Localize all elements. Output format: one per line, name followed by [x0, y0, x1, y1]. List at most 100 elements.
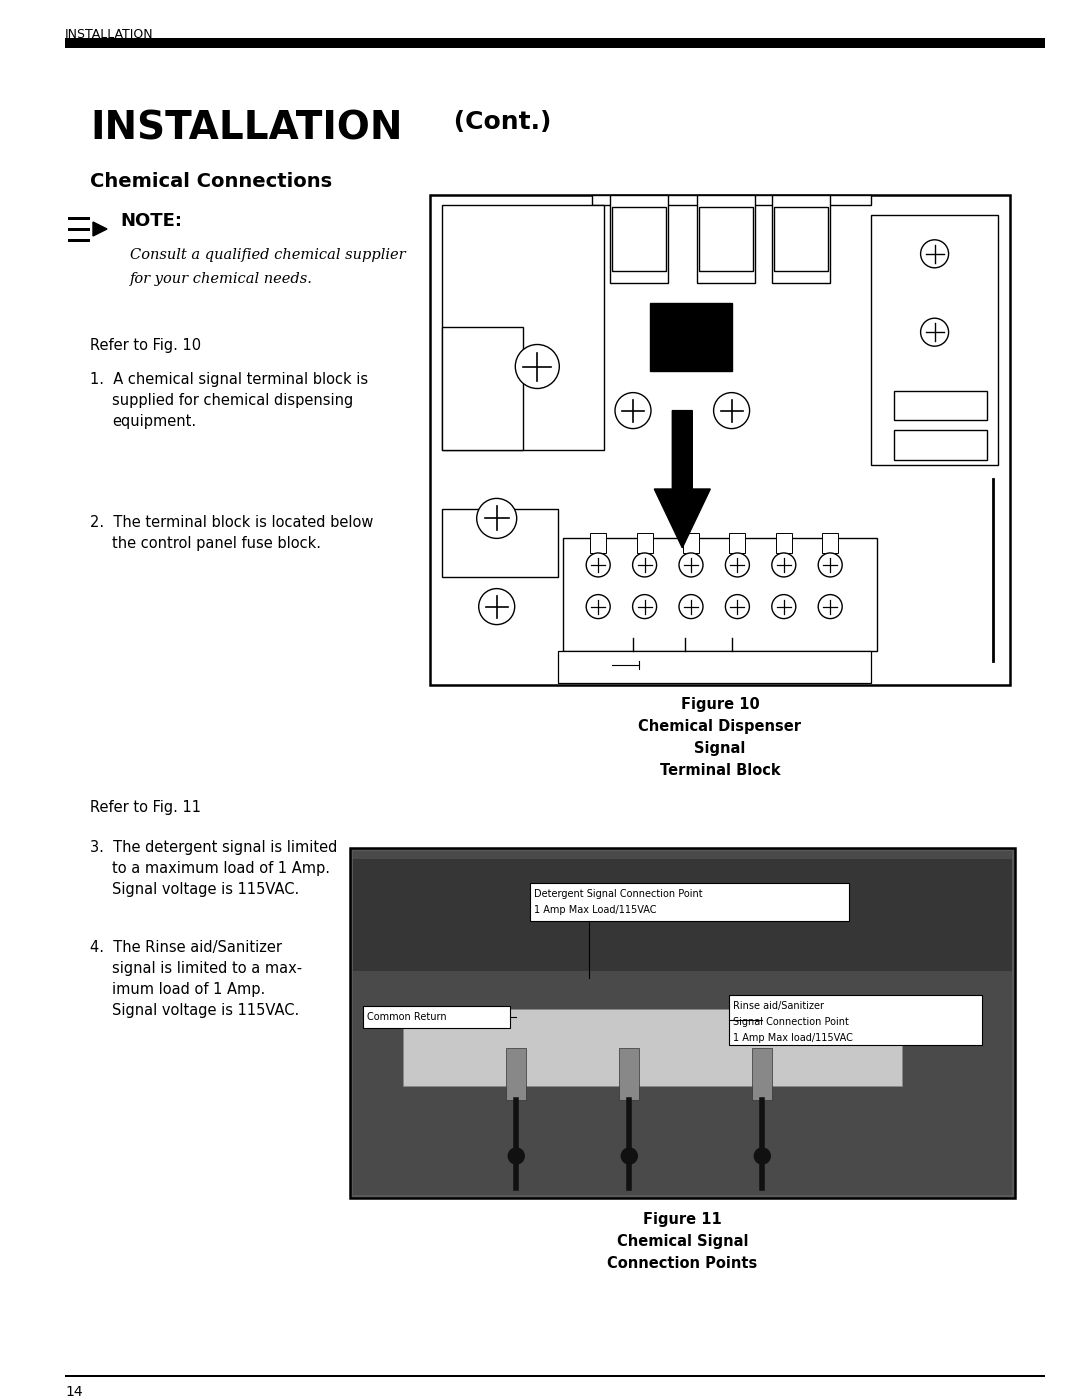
- Bar: [68, 217, 90, 219]
- Bar: [557, 651, 870, 683]
- Circle shape: [586, 553, 610, 577]
- Bar: [699, 207, 753, 271]
- Bar: [894, 430, 987, 460]
- Bar: [590, 534, 606, 553]
- Text: Connection Points: Connection Points: [607, 1256, 758, 1271]
- Text: imum load of 1 Amp.: imum load of 1 Amp.: [112, 982, 266, 997]
- Text: Detergent Signal Connection Point: Detergent Signal Connection Point: [534, 888, 702, 900]
- Circle shape: [621, 1148, 637, 1164]
- Text: 1.  A chemical signal terminal block is: 1. A chemical signal terminal block is: [90, 372, 368, 387]
- Bar: [529, 883, 849, 921]
- Text: Chemical Signal: Chemical Signal: [617, 1234, 748, 1249]
- Bar: [774, 207, 828, 271]
- Bar: [403, 1009, 902, 1085]
- Circle shape: [633, 553, 657, 577]
- Bar: [775, 534, 792, 553]
- Bar: [442, 205, 604, 450]
- Circle shape: [772, 595, 796, 619]
- Text: 1 Amp Max load/115VAC: 1 Amp Max load/115VAC: [733, 1032, 853, 1044]
- Bar: [353, 851, 1012, 1194]
- Bar: [894, 391, 987, 420]
- Bar: [65, 1375, 1045, 1377]
- Circle shape: [754, 1148, 770, 1164]
- Bar: [442, 509, 557, 577]
- Circle shape: [772, 553, 796, 577]
- Text: 1 Amp Max Load/115VAC: 1 Amp Max Load/115VAC: [534, 905, 656, 915]
- Circle shape: [920, 240, 948, 268]
- Bar: [68, 228, 90, 231]
- Text: supplied for chemical dispensing: supplied for chemical dispensing: [112, 393, 353, 408]
- Bar: [729, 995, 982, 1045]
- Text: 4.  The Rinse aid/Sanitizer: 4. The Rinse aid/Sanitizer: [90, 940, 282, 956]
- Bar: [683, 534, 699, 553]
- Circle shape: [476, 499, 516, 538]
- Text: L DETERGENT: L DETERGENT: [701, 665, 744, 669]
- Text: 14: 14: [65, 1384, 83, 1397]
- Bar: [363, 1006, 510, 1028]
- Text: INSTALLATION: INSTALLATION: [65, 28, 153, 41]
- Circle shape: [478, 588, 515, 624]
- Circle shape: [920, 319, 948, 346]
- Text: 2.  The terminal block is located below: 2. The terminal block is located below: [90, 515, 374, 529]
- Circle shape: [726, 553, 750, 577]
- Text: Signal voltage is 115VAC.: Signal voltage is 115VAC.: [112, 1003, 299, 1018]
- Text: Figure 11: Figure 11: [643, 1213, 721, 1227]
- Text: Terminal Block: Terminal Block: [660, 763, 781, 778]
- Text: L RINSE: L RINSE: [706, 655, 730, 659]
- Text: INSTALLATION: INSTALLATION: [90, 110, 403, 148]
- Bar: [564, 538, 877, 651]
- Bar: [870, 215, 998, 464]
- Text: Figure 10: Figure 10: [680, 697, 759, 712]
- Text: Refer to Fig. 10: Refer to Fig. 10: [90, 338, 201, 353]
- Text: to a maximum load of 1 Amp.: to a maximum load of 1 Amp.: [112, 861, 330, 876]
- Bar: [729, 534, 745, 553]
- Bar: [442, 327, 523, 450]
- Circle shape: [586, 595, 610, 619]
- Text: Signal: Signal: [694, 740, 745, 756]
- Circle shape: [714, 393, 750, 429]
- Bar: [507, 1048, 526, 1099]
- Bar: [611, 207, 665, 271]
- Bar: [68, 239, 90, 242]
- Polygon shape: [654, 411, 711, 548]
- Bar: [353, 859, 1012, 971]
- Circle shape: [515, 345, 559, 388]
- Text: Signal Connection Point: Signal Connection Point: [733, 1017, 849, 1027]
- Bar: [430, 196, 1010, 685]
- Text: signal is limited to a max-: signal is limited to a max-: [112, 961, 302, 977]
- Text: Refer to Fig. 11: Refer to Fig. 11: [90, 800, 201, 814]
- Text: equipment.: equipment.: [112, 414, 197, 429]
- Bar: [650, 303, 731, 372]
- Circle shape: [819, 553, 842, 577]
- Text: COMMON: COMMON: [562, 659, 594, 665]
- Text: Signal voltage is 115VAC.: Signal voltage is 115VAC.: [112, 882, 299, 897]
- Text: 3.  The detergent signal is limited: 3. The detergent signal is limited: [90, 840, 337, 855]
- Text: (Cont.): (Cont.): [445, 110, 552, 134]
- Text: for your chemical needs.: for your chemical needs.: [130, 272, 313, 286]
- Text: NOTE:: NOTE:: [120, 212, 183, 231]
- Circle shape: [679, 553, 703, 577]
- Bar: [350, 848, 1015, 1199]
- Text: Rinse aid/Sanitizer: Rinse aid/Sanitizer: [733, 1002, 824, 1011]
- Circle shape: [726, 595, 750, 619]
- Polygon shape: [93, 222, 107, 236]
- Bar: [636, 534, 652, 553]
- Bar: [610, 196, 667, 284]
- Text: Chemical Dispenser: Chemical Dispenser: [638, 719, 801, 733]
- Bar: [697, 196, 755, 284]
- Circle shape: [679, 595, 703, 619]
- Bar: [619, 1048, 639, 1099]
- Text: the control panel fuse block.: the control panel fuse block.: [112, 536, 321, 550]
- Bar: [65, 38, 1045, 47]
- Circle shape: [615, 393, 651, 429]
- Text: Common Return: Common Return: [367, 1011, 447, 1021]
- Bar: [822, 534, 838, 553]
- Text: Consult a qualified chemical supplier: Consult a qualified chemical supplier: [130, 249, 406, 263]
- Bar: [753, 1048, 772, 1099]
- Text: Chemical Connections: Chemical Connections: [90, 172, 333, 191]
- Circle shape: [819, 595, 842, 619]
- Bar: [593, 196, 870, 205]
- Bar: [772, 196, 831, 284]
- Circle shape: [633, 595, 657, 619]
- Circle shape: [509, 1148, 524, 1164]
